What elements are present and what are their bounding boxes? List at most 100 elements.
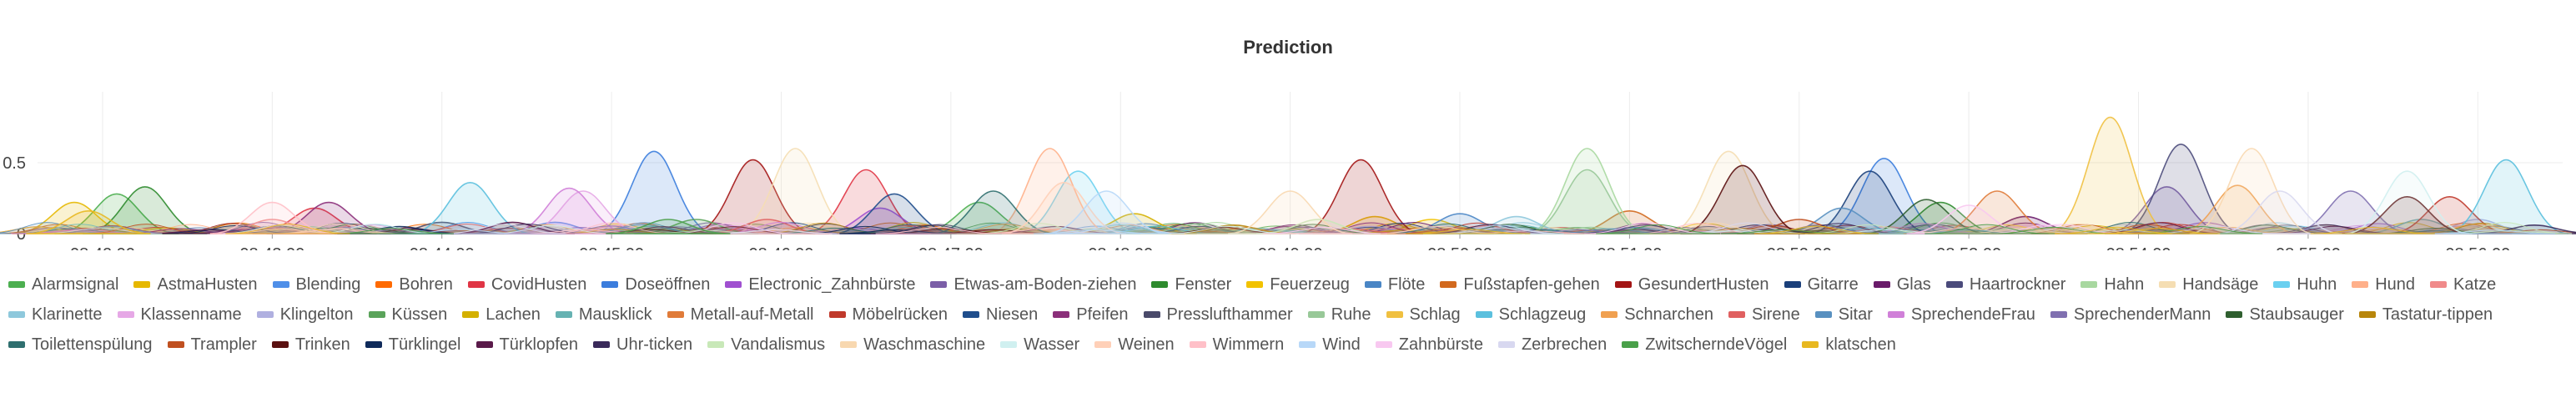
legend-item[interactable]: Klingelton xyxy=(256,303,354,326)
legend-label: Etwas-am-Boden-ziehen xyxy=(953,275,1137,294)
legend-item[interactable]: Toilettenspülung xyxy=(8,333,153,356)
legend-swatch xyxy=(1143,311,1160,318)
series-peak xyxy=(506,187,631,234)
legend-item[interactable]: Fußstapfen-gehen xyxy=(1440,273,1600,296)
legend-label: Doseöffnen xyxy=(625,275,711,294)
legend-item[interactable]: Uhr-ticken xyxy=(593,333,692,356)
legend-item[interactable]: Sitar xyxy=(1814,303,1873,326)
y-tick-label: 0.5 xyxy=(3,154,26,173)
x-tick-label: 08:45:00 xyxy=(579,245,644,250)
legend-item[interactable]: Möbelrücken xyxy=(828,303,948,326)
legend-item[interactable]: Hahn xyxy=(2080,273,2144,296)
legend-item[interactable]: Doseöffnen xyxy=(601,273,710,296)
legend-item[interactable]: SprechendeFrau xyxy=(1887,303,2035,326)
series-peak xyxy=(2217,190,2342,234)
legend-item[interactable]: Wimmern xyxy=(1189,333,1284,356)
series-noise xyxy=(671,222,796,234)
legend-item[interactable]: Klarinette xyxy=(8,303,103,326)
series-noise xyxy=(49,225,174,234)
legend-swatch xyxy=(272,281,289,288)
legend-item[interactable]: Katze xyxy=(2430,273,2496,296)
legend-label: Toilettenspülung xyxy=(32,335,153,354)
legend-item[interactable]: Wasser xyxy=(1000,333,1079,356)
legend-label: Klarinette xyxy=(32,305,103,324)
legend-label: Trampler xyxy=(190,335,257,354)
legend-swatch xyxy=(840,341,858,348)
legend-item[interactable]: Bohren xyxy=(375,273,453,296)
legend-item[interactable]: Pfeifen xyxy=(1053,303,1129,326)
series-noise xyxy=(712,229,838,234)
legend-item[interactable]: Schnarchen xyxy=(1601,303,1713,326)
legend-item[interactable]: Waschmaschine xyxy=(840,333,985,356)
legend-label: Gitarre xyxy=(1807,275,1859,294)
legend-item[interactable]: Lachen xyxy=(462,303,541,326)
legend-item[interactable]: Ruhe xyxy=(1307,303,1371,326)
legend-item[interactable]: Feuerzeug xyxy=(1246,273,1350,296)
legend-item[interactable]: Sirene xyxy=(1728,303,1800,326)
legend-item[interactable]: Metall-auf-Metall xyxy=(667,303,814,326)
legend-label: Staubsauger xyxy=(2249,305,2344,324)
legend-item[interactable]: Schlag xyxy=(1386,303,1461,326)
series-peak xyxy=(2344,170,2470,234)
legend-item[interactable]: Alarmsignal xyxy=(8,273,118,296)
legend-item[interactable]: GesundertHusten xyxy=(1614,273,1769,296)
legend-item[interactable]: Electronic_Zahnbürste xyxy=(725,273,915,296)
legend-item[interactable]: Klassenname xyxy=(117,303,242,326)
legend-item[interactable]: Trinken xyxy=(271,333,350,356)
legend-swatch xyxy=(2159,281,2176,288)
legend-item[interactable]: Zahnbürste xyxy=(1375,333,1483,356)
legend-item[interactable]: Tastatur-tippen xyxy=(2358,303,2493,326)
series-klatschen xyxy=(26,209,2435,234)
legend-item[interactable]: AstmaHusten xyxy=(133,273,258,296)
legend-swatch xyxy=(1814,311,1832,318)
legend-item[interactable]: Fenster xyxy=(1151,273,1231,296)
legend-item[interactable]: Wind xyxy=(1299,333,1361,356)
legend-item[interactable]: Zerbrechen xyxy=(1497,333,1607,356)
y-tick-label: 0 xyxy=(17,225,26,244)
legend-item[interactable]: Staubsauger xyxy=(2226,303,2344,326)
series-noise xyxy=(225,224,350,234)
legend-item[interactable]: Glas xyxy=(1873,273,1931,296)
legend-item[interactable]: Gitarre xyxy=(1784,273,1859,296)
legend-item[interactable]: Vandalismus xyxy=(707,333,825,356)
legend-item[interactable]: Etwas-am-Boden-ziehen xyxy=(930,273,1136,296)
legend-item[interactable]: Hund xyxy=(2352,273,2415,296)
legend-label: Hund xyxy=(2375,275,2416,294)
legend-label: Trinken xyxy=(294,335,350,354)
legend-label: Electronic_Zahnbürste xyxy=(748,275,916,294)
legend-swatch xyxy=(1873,281,1890,288)
legend-item[interactable]: Huhn xyxy=(2273,273,2337,296)
legend-item[interactable]: ZwitscherndeVögel xyxy=(1622,333,1787,356)
series-noise xyxy=(1138,223,1263,234)
legend-item[interactable]: Flöte xyxy=(1364,273,1425,296)
legend-item[interactable]: Blending xyxy=(272,273,361,296)
legend-item[interactable]: Trampler xyxy=(167,333,257,356)
legend-swatch xyxy=(1053,311,1070,318)
series-peak xyxy=(2118,144,2243,234)
legend-swatch xyxy=(707,341,725,348)
legend-item[interactable]: Schlagzeug xyxy=(1475,303,1586,326)
legend-item[interactable]: Türklingel xyxy=(365,333,461,356)
legend-item[interactable]: Haartrockner xyxy=(1945,273,2065,296)
legend-label: GesundertHusten xyxy=(1638,275,1769,294)
legend-label: Blending xyxy=(295,275,361,294)
legend-item[interactable]: CovidHusten xyxy=(467,273,586,296)
series-peak xyxy=(2048,116,2173,234)
legend-swatch xyxy=(2050,311,2067,318)
legend-item[interactable]: Küssen xyxy=(368,303,447,326)
series-noise xyxy=(2096,228,2221,234)
legend-item[interactable]: Mausklick xyxy=(555,303,652,326)
legend-swatch xyxy=(368,311,385,318)
x-tick-label: 08:42:00 xyxy=(70,245,135,250)
legend-item[interactable]: Niesen xyxy=(963,303,1038,326)
legend: Alarmsignal AstmaHusten Blending Bohren Covi… xyxy=(8,273,2569,356)
legend-item[interactable]: klatschen xyxy=(1802,333,1896,356)
x-tick-label: 08:55:00 xyxy=(2276,245,2341,250)
legend-item[interactable]: SprechenderMann xyxy=(2050,303,2211,326)
legend-item[interactable]: Presslufthammer xyxy=(1143,303,1293,326)
series-noise xyxy=(2443,222,2568,234)
legend-item[interactable]: Türklopfen xyxy=(475,333,578,356)
legend-swatch xyxy=(2273,281,2291,288)
legend-item[interactable]: Weinen xyxy=(1094,333,1175,356)
legend-item[interactable]: Handsäge xyxy=(2159,273,2258,296)
